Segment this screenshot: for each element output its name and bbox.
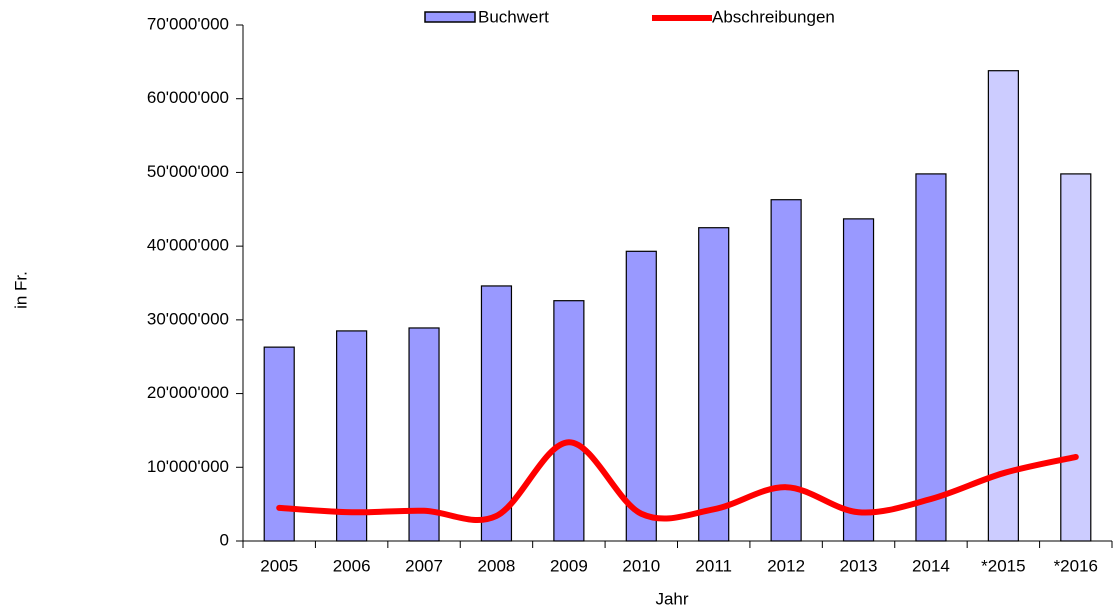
bar — [336, 330, 368, 542]
x-tick-label: 2013 — [840, 556, 878, 575]
bar — [915, 173, 947, 542]
bar — [480, 285, 513, 542]
y-tick-label: 0 — [220, 530, 229, 549]
bar — [625, 250, 657, 542]
bar — [698, 227, 730, 542]
y-tick-label: 70'000'000 — [147, 14, 229, 33]
x-tick-label: 2009 — [550, 556, 588, 575]
bar — [842, 218, 875, 542]
bar — [770, 199, 802, 542]
bar — [263, 346, 295, 542]
bar — [987, 70, 1019, 542]
y-axis-label: in Fr. — [11, 271, 30, 309]
bar — [553, 300, 585, 542]
legend-label: Buchwert — [478, 7, 549, 26]
legend-label: Abschreibungen — [712, 7, 835, 26]
x-tick-label: *2016 — [1054, 556, 1098, 575]
y-tick-label: 10'000'000 — [147, 457, 229, 476]
x-tick-label: 2010 — [622, 556, 660, 575]
bar — [1060, 173, 1092, 542]
x-tick-label: *2015 — [981, 556, 1025, 575]
x-tick-label: 2007 — [405, 556, 443, 575]
y-tick-label: 60'000'000 — [147, 88, 229, 107]
x-axis-label: Jahr — [655, 589, 688, 608]
line — [276, 439, 1079, 523]
x-tick-label: 2012 — [767, 556, 805, 575]
y-tick-label: 30'000'000 — [147, 309, 229, 328]
x-tick-label: 2011 — [695, 556, 732, 575]
x-tick-label: 2005 — [260, 556, 298, 575]
legend-swatch — [424, 11, 476, 23]
bar — [408, 327, 440, 542]
y-tick-label: 50'000'000 — [147, 162, 229, 181]
x-tick-label: 2008 — [478, 556, 516, 575]
x-tick-label: 2006 — [333, 556, 371, 575]
x-tick-label: 2014 — [912, 556, 950, 575]
y-tick-label: 40'000'000 — [147, 236, 229, 255]
y-tick-label: 20'000'000 — [147, 383, 229, 402]
